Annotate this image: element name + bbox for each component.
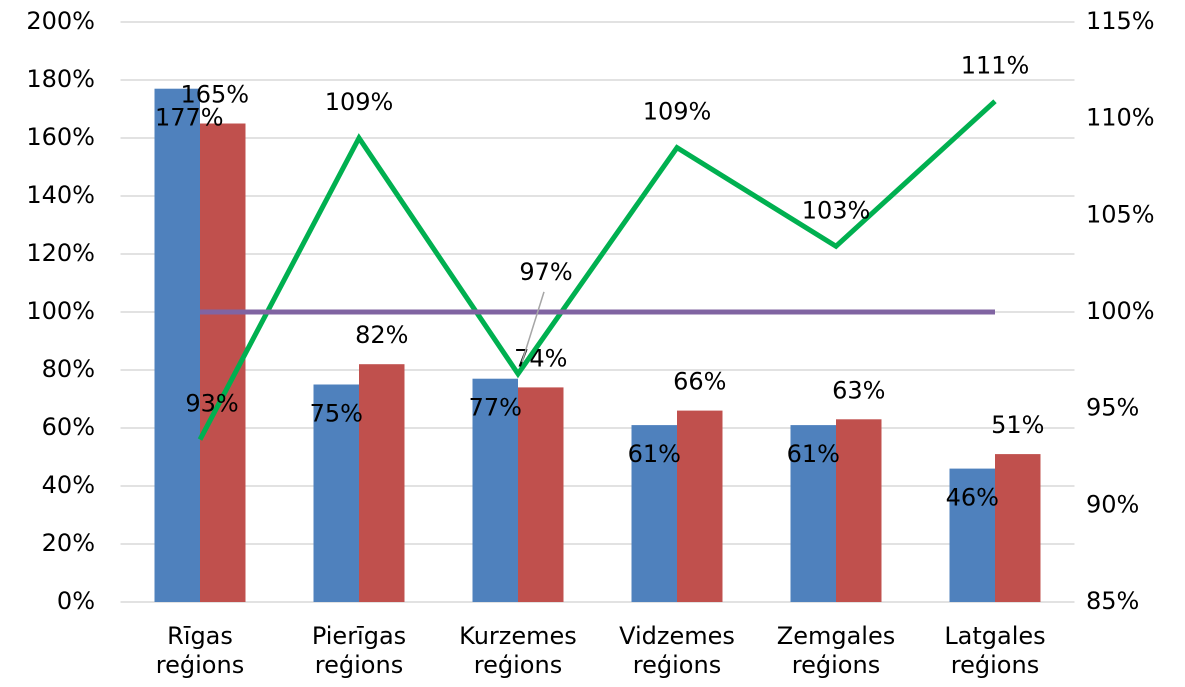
y-tick-label: 160% bbox=[26, 123, 95, 151]
line bbox=[197, 99, 997, 441]
data-label: 103% bbox=[802, 196, 871, 224]
y-tick-label: 140% bbox=[26, 181, 95, 209]
y-tick-label: 180% bbox=[26, 65, 95, 93]
data-label: 63% bbox=[832, 376, 885, 404]
leader-line bbox=[521, 291, 545, 363]
y2-tick-label: 85% bbox=[1086, 587, 1139, 615]
bar bbox=[995, 454, 1041, 602]
x-tick-label: Rīgas reģions bbox=[155, 622, 245, 679]
data-label: 82% bbox=[355, 321, 408, 349]
bar bbox=[472, 378, 518, 602]
data-label: 111% bbox=[961, 51, 1030, 79]
y2-tick-label: 100% bbox=[1086, 297, 1155, 325]
data-label: 51% bbox=[991, 411, 1044, 439]
y-tick-label: 20% bbox=[42, 529, 95, 557]
data-label: 61% bbox=[787, 440, 840, 468]
data-label: 93% bbox=[185, 390, 238, 418]
bar bbox=[518, 387, 564, 602]
data-label: 177% bbox=[155, 104, 224, 132]
data-label: 165% bbox=[180, 81, 249, 109]
y-tick-label: 0% bbox=[57, 587, 95, 615]
y2-tick-label: 90% bbox=[1086, 490, 1139, 518]
bar bbox=[313, 384, 359, 602]
bar bbox=[677, 410, 723, 602]
y-tick-label: 120% bbox=[26, 239, 95, 267]
x-tick-label: Zemgales reģions bbox=[776, 622, 896, 679]
y-tick-label: 200% bbox=[26, 7, 95, 35]
bar bbox=[631, 425, 677, 602]
data-label: 46% bbox=[946, 484, 999, 512]
data-label: 61% bbox=[628, 440, 681, 468]
bar bbox=[836, 419, 882, 602]
y-tick-label: 40% bbox=[42, 471, 95, 499]
y2-tick-label: 105% bbox=[1086, 200, 1155, 228]
x-tick-label: Pierīgas reģions bbox=[311, 622, 407, 679]
y-tick-label: 60% bbox=[42, 413, 95, 441]
x-tick-label: Latgales reģions bbox=[944, 622, 1046, 679]
bar bbox=[790, 425, 836, 602]
data-label: 75% bbox=[310, 400, 363, 428]
data-label: 66% bbox=[673, 368, 726, 396]
y-tick-label: 80% bbox=[42, 355, 95, 383]
data-label: 77% bbox=[469, 394, 522, 422]
data-label: 74% bbox=[514, 344, 567, 372]
y-tick-label: 100% bbox=[26, 297, 95, 325]
data-label: 97% bbox=[519, 258, 572, 286]
x-tick-label: Kurzemes reģions bbox=[459, 622, 577, 679]
bar bbox=[154, 88, 200, 602]
bar bbox=[359, 364, 405, 602]
bar bbox=[949, 468, 995, 602]
y2-tick-label: 115% bbox=[1086, 7, 1155, 35]
y2-tick-label: 110% bbox=[1086, 104, 1155, 132]
x-tick-label: Vidzemes reģions bbox=[619, 622, 735, 679]
y2-tick-label: 95% bbox=[1086, 394, 1139, 422]
data-label: 109% bbox=[325, 88, 394, 116]
data-label: 109% bbox=[643, 98, 712, 126]
